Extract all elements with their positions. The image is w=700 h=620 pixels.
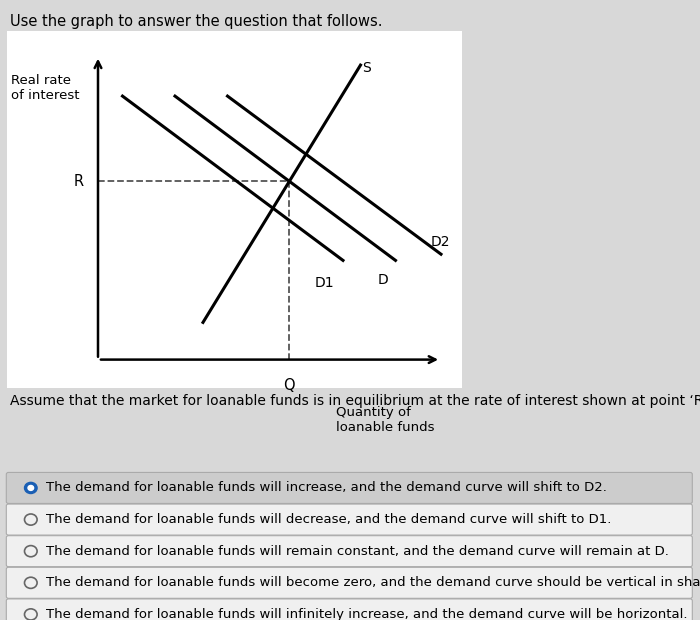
Text: Q: Q: [284, 378, 295, 393]
Text: The demand for loanable funds will infinitely increase, and the demand curve wil: The demand for loanable funds will infin…: [46, 608, 687, 620]
Text: D1: D1: [315, 276, 335, 290]
Text: The demand for loanable funds will increase, and the demand curve will shift to : The demand for loanable funds will incre…: [46, 482, 607, 494]
Text: Use the graph to answer the question that follows.: Use the graph to answer the question tha…: [10, 14, 383, 29]
Text: D2: D2: [430, 235, 450, 249]
Text: D: D: [378, 273, 388, 287]
Text: Quantity of
loanable funds: Quantity of loanable funds: [336, 406, 435, 434]
Text: Assume that the market for loanable funds is in equilibrium at the rate of inter: Assume that the market for loanable fund…: [10, 394, 700, 408]
Text: The demand for loanable funds will become zero, and the demand curve should be v: The demand for loanable funds will becom…: [46, 577, 700, 589]
Text: R: R: [74, 174, 84, 189]
Text: The demand for loanable funds will remain constant, and the demand curve will re: The demand for loanable funds will remai…: [46, 545, 669, 557]
Text: Real rate
of interest: Real rate of interest: [10, 74, 79, 102]
Text: S: S: [363, 61, 371, 75]
Text: The demand for loanable funds will decrease, and the demand curve will shift to : The demand for loanable funds will decre…: [46, 513, 612, 526]
